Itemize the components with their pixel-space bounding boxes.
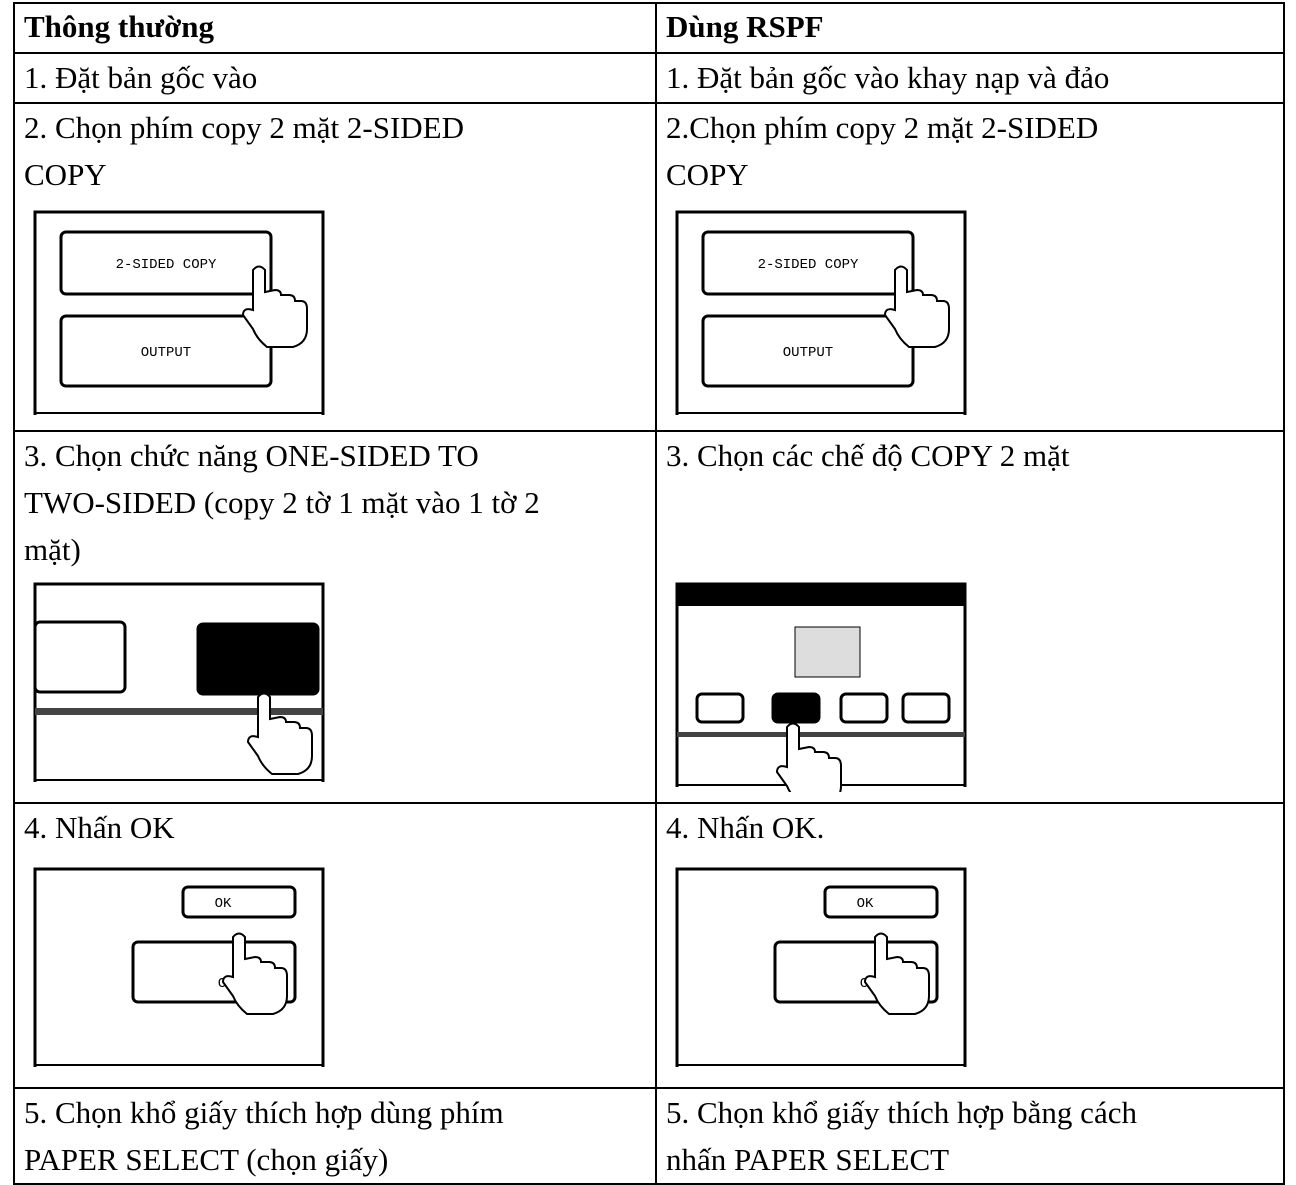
ui-button	[901, 692, 951, 724]
cell-text: COPY	[24, 157, 107, 192]
cell-text: 3. Chọn chức năng ONE-SIDED TO	[24, 438, 479, 473]
cell-text: 4. Nhấn OK	[24, 810, 175, 845]
ui-label: OUTPUT	[783, 345, 833, 361]
ui-button	[771, 692, 821, 724]
cell-text: mặt)	[24, 532, 81, 567]
cell-text: 1. Đặt bản gốc vào	[24, 60, 258, 95]
hand-icon	[863, 932, 930, 1015]
hand-icon	[221, 932, 288, 1015]
ui-screenshot: OKCHANGE	[675, 867, 967, 1067]
cell-text: TWO-SIDED (copy 2 tờ 1 mặt vào 1 tờ 2	[24, 485, 540, 520]
hand-icon	[775, 722, 842, 792]
ui-screenshot: 2-SIDED COPY OUTPUT	[33, 210, 325, 415]
ui-screenshot	[33, 582, 325, 782]
header-cell: Thông thường	[13, 2, 657, 54]
table-body: Thông thường Dùng RSPF 1. Đặt bản gốc và…	[13, 2, 1285, 1185]
ui-button	[839, 692, 889, 724]
table-row: 1. Đặt bản gốc vào 1. Đặt bản gốc vào kha…	[13, 52, 1285, 104]
cell-text: 5. Chọn khổ giấy thích hợp bằng cách	[666, 1095, 1137, 1130]
hand-icon	[883, 265, 950, 348]
table-cell: 1. Đặt bản gốc vào	[13, 52, 657, 104]
header-cell: Dùng RSPF	[655, 2, 1285, 54]
ui-button	[196, 622, 320, 696]
ui-label: OUTPUT	[141, 345, 191, 361]
ui-screenshot: 2-SIDED COPY OUTPUT	[675, 210, 967, 415]
ui-label: OK	[857, 896, 874, 912]
table-row: 2. Chọn phím copy 2 mặt 2-SIDED COPY 2-SID…	[13, 102, 1285, 432]
ui-button	[33, 620, 127, 694]
ui-button	[59, 314, 273, 388]
ui-screenshot: OKCHANGE	[33, 867, 325, 1067]
ui-label: OK	[215, 896, 232, 912]
table-cell: 3. Chọn chức năng ONE-SIDED TO TWO-SIDED …	[13, 430, 657, 804]
table-row: 4. Nhấn OK OKCHANGE 4. Nhấn OK. OKCHANGE	[13, 802, 1285, 1089]
table-cell: 3. Chọn các chế độ COPY 2 mặt	[655, 430, 1285, 804]
ui-button	[59, 230, 273, 296]
cell-text: 1. Đặt bản gốc vào khay nạp và đảo	[666, 60, 1110, 95]
cell-text: 3. Chọn các chế độ COPY 2 mặt	[666, 438, 1070, 473]
title-bar	[677, 584, 965, 606]
cell-text: COPY	[666, 157, 749, 192]
table-row: 3. Chọn chức năng ONE-SIDED TO TWO-SIDED …	[13, 430, 1285, 804]
ui-button	[701, 230, 915, 296]
cell-text: 4. Nhấn OK.	[666, 810, 825, 845]
header-row: Thông thường Dùng RSPF	[13, 2, 1285, 54]
ui-button	[181, 885, 297, 919]
table-cell: 4. Nhấn OK. OKCHANGE	[655, 802, 1285, 1089]
cell-text: nhấn PAPER SELECT	[666, 1142, 950, 1177]
ui-button	[701, 314, 915, 388]
screen-frame	[33, 210, 325, 415]
rail	[677, 732, 965, 737]
table-cell: 4. Nhấn OK OKCHANGE	[13, 802, 657, 1089]
hand-icon	[241, 265, 308, 348]
hand-icon	[246, 692, 313, 775]
table-row: 5. Chọn khổ giấy thích hợp dùng phím PAPE…	[13, 1087, 1285, 1185]
screen-frame	[675, 210, 967, 415]
comparison-table: Thông thường Dùng RSPF 1. Đặt bản gốc và…	[13, 2, 1285, 1185]
table-cell: 1. Đặt bản gốc vào khay nạp và đảo	[655, 52, 1285, 104]
rail	[35, 708, 323, 715]
table-cell: 2.Chọn phím copy 2 mặt 2-SIDED COPY 2-SIDE…	[655, 102, 1285, 432]
ui-label: 2-SIDED COPY	[758, 257, 859, 273]
copier-icon	[794, 626, 861, 678]
ui-button	[823, 885, 939, 919]
table-cell: 5. Chọn khổ giấy thích hợp bằng cách nhấn…	[655, 1087, 1285, 1185]
ui-button	[695, 692, 745, 724]
table-cell: 2. Chọn phím copy 2 mặt 2-SIDED COPY 2-SID…	[13, 102, 657, 432]
screen-frame	[675, 867, 967, 1067]
cell-text: 2.Chọn phím copy 2 mặt 2-SIDED	[666, 110, 1099, 145]
cell-text: 5. Chọn khổ giấy thích hợp dùng phím	[24, 1095, 504, 1130]
cell-text: 2. Chọn phím copy 2 mặt 2-SIDED	[24, 110, 464, 145]
ui-screenshot	[675, 582, 967, 792]
cell-text: PAPER SELECT (chọn giấy)	[24, 1142, 389, 1177]
screen-frame	[33, 867, 325, 1067]
table-cell: 5. Chọn khổ giấy thích hợp dùng phím PAPE…	[13, 1087, 657, 1185]
ui-label: 2-SIDED COPY	[116, 257, 217, 273]
